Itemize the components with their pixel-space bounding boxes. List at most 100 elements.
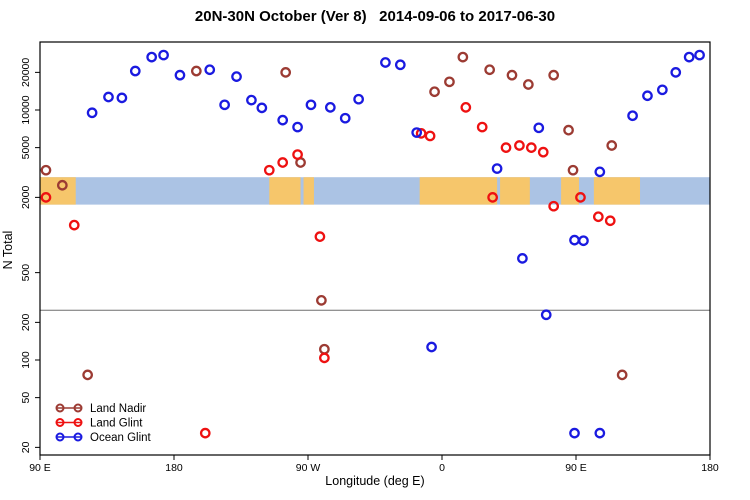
x-axis-label: Longitude (deg E) (325, 474, 425, 488)
y-tick-label: 200 (20, 313, 32, 331)
data-point-ocean-glint (627, 110, 638, 122)
data-point-land-nadir (548, 69, 560, 81)
data-point-land-nadir (280, 67, 292, 78)
data-point-ocean-glint (670, 67, 682, 78)
data-point-ocean-glint (116, 92, 128, 104)
map-band-land (500, 177, 530, 205)
legend-label: Land Glint (90, 417, 143, 429)
data-point-land-glint (514, 140, 525, 151)
data-point-land-glint (604, 215, 616, 227)
x-tick-label: 90 E (29, 462, 51, 474)
data-point-ocean-glint (426, 341, 437, 353)
data-point-land-nadir (606, 140, 618, 151)
data-point-ocean-glint (231, 71, 242, 82)
data-point-land-glint (548, 200, 560, 212)
data-point-ocean-glint (517, 253, 528, 264)
data-point-land-nadir (484, 64, 495, 76)
data-point-land-nadir (40, 164, 52, 176)
data-point-land-nadir (56, 179, 68, 191)
data-point-land-glint (314, 231, 326, 243)
data-point-ocean-glint (339, 112, 351, 124)
data-point-land-nadir (506, 69, 518, 81)
data-point-land-glint (575, 192, 586, 203)
y-tick-label: 5000 (20, 136, 32, 160)
data-point-ocean-glint (103, 91, 114, 103)
plot-frame (39, 41, 711, 456)
data-point-land-glint (460, 102, 472, 113)
data-point-ocean-glint (146, 51, 158, 63)
data-point-ocean-glint (277, 114, 289, 126)
y-tick-label: 50 (20, 392, 32, 404)
data-point-ocean-glint (569, 427, 580, 439)
data-point-land-glint (292, 149, 303, 160)
data-point-ocean-glint (594, 427, 606, 439)
data-point-ocean-glint (174, 69, 186, 81)
x-tick-label: 90 W (296, 462, 321, 474)
data-point-ocean-glint (129, 65, 141, 77)
y-tick-label: 500 (20, 264, 32, 282)
map-band-land (269, 177, 301, 205)
data-point-ocean-glint (657, 84, 668, 96)
data-point-land-nadir (444, 76, 455, 88)
legend-marker-circle (73, 403, 83, 413)
data-point-ocean-glint (411, 127, 423, 138)
data-point-land-glint (415, 128, 427, 139)
y-tick-label: 10000 (20, 95, 32, 124)
data-point-ocean-glint (158, 49, 169, 61)
data-point-ocean-glint (578, 235, 589, 247)
legend-marker-circle (55, 403, 65, 413)
data-point-ocean-glint (540, 309, 552, 321)
data-point-ocean-glint (219, 99, 230, 111)
data-point-ocean-glint (642, 90, 653, 102)
data-point-land-nadir (616, 369, 628, 381)
legend-entry: Land Nadir (55, 403, 146, 415)
y-tick-label: 2000 (20, 186, 32, 210)
legend-marker-circle (55, 432, 65, 442)
data-point-ocean-glint (353, 93, 364, 105)
legend-entry: Ocean Glint (55, 432, 152, 444)
map-band-land (40, 177, 76, 205)
map-band-land (303, 177, 314, 205)
map-band-land (593, 177, 641, 205)
data-point-land-nadir (523, 79, 534, 90)
data-point-land-glint (487, 192, 498, 203)
x-tick-label: 0 (439, 462, 445, 474)
x-tick-label: 90 E (565, 462, 587, 474)
chart-title: 20N-30N October (Ver 8) 2014-09-06 to 20… (194, 8, 556, 25)
legend-marker-circle (73, 432, 83, 442)
y-tick-label: 20000 (20, 58, 32, 87)
data-point-ocean-glint (491, 163, 503, 174)
data-point-ocean-glint (256, 102, 268, 114)
data-point-ocean-glint (394, 59, 406, 71)
data-point-ocean-glint (683, 51, 695, 63)
data-point-land-glint (476, 121, 488, 133)
data-point-land-glint (319, 352, 330, 364)
data-point-land-nadir (319, 343, 330, 355)
data-point-ocean-glint (204, 64, 216, 76)
data-point-land-nadir (82, 369, 93, 381)
legend-label: Ocean Glint (90, 432, 152, 444)
legend-marker-circle (55, 418, 65, 427)
x-tick-label: 180 (165, 462, 183, 474)
y-tick-label: 100 (20, 351, 32, 369)
y-axis-label: N Total (1, 230, 15, 270)
data-point-land-glint (68, 219, 80, 231)
y-tick-label: 20 (20, 441, 32, 453)
data-point-ocean-glint (324, 102, 336, 113)
data-point-land-glint (537, 146, 549, 158)
data-point-land-glint (199, 427, 211, 439)
data-point-ocean-glint (569, 234, 580, 246)
map-band-land (561, 177, 579, 205)
data-point-ocean-glint (246, 94, 257, 106)
x-tick-label: 180 (701, 462, 719, 474)
data-point-land-nadir (567, 164, 579, 176)
data-point-land-nadir (429, 86, 440, 98)
data-point-ocean-glint (594, 166, 606, 178)
data-point-land-nadir (457, 51, 469, 63)
data-point-land-glint (263, 164, 275, 176)
legend-marker-circle (73, 418, 83, 427)
data-point-land-nadir (316, 295, 327, 306)
data-point-land-glint (277, 157, 289, 168)
